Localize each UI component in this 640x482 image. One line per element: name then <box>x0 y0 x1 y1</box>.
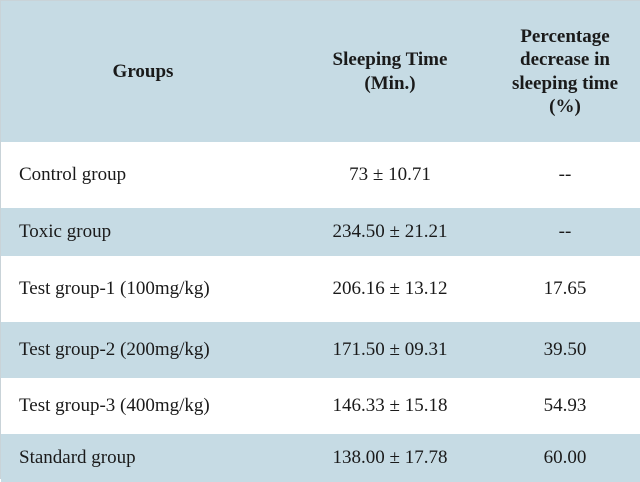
table-row: Control group 73 ± 10.71 -- <box>1 142 640 208</box>
header-percentage-line-4: (%) <box>549 95 581 117</box>
cell-percentage: -- <box>558 221 572 242</box>
header-percentage-line-2: decrease in <box>520 49 610 71</box>
cell-sleeping-time: 73 ± 10.71 <box>349 164 431 185</box>
cell-sleeping-time: 138.00 ± 17.78 <box>332 447 448 468</box>
cell-sleeping-time: 234.50 ± 21.21 <box>332 221 448 242</box>
cell-group: Test group-3 (400mg/kg) <box>19 395 210 416</box>
header-groups: Groups <box>1 1 291 142</box>
cell-group: Test group-2 (200mg/kg) <box>19 339 210 360</box>
header-sleeping-time: Sleeping Time (Min.) <box>291 1 489 142</box>
table-row: Standard group 138.00 ± 17.78 60.00 <box>1 434 640 482</box>
cell-percentage: 17.65 <box>543 278 587 299</box>
header-sleeping-time-line-1: Sleeping Time <box>332 49 448 71</box>
cell-percentage: -- <box>558 164 572 185</box>
cell-group: Standard group <box>19 447 136 468</box>
header-percentage-line-3: sleeping time <box>511 72 619 94</box>
cell-percentage: 60.00 <box>543 447 587 468</box>
header-groups-text: Groups <box>112 60 174 82</box>
table-body: Control group 73 ± 10.71 -- Toxic group … <box>1 142 640 482</box>
cell-group: Control group <box>19 164 127 185</box>
table-row: Toxic group 234.50 ± 21.21 -- <box>1 208 640 256</box>
table-header: Groups Sleeping Time (Min.) Percentage d… <box>1 1 640 142</box>
cell-percentage: 54.93 <box>543 395 587 416</box>
table-row: Test group-2 (200mg/kg) 171.50 ± 09.31 3… <box>1 322 640 378</box>
cell-sleeping-time: 146.33 ± 15.18 <box>332 395 448 416</box>
table-row: Test group-1 (100mg/kg) 206.16 ± 13.12 1… <box>1 256 640 322</box>
cell-group: Toxic group <box>19 221 112 242</box>
table-row: Test group-3 (400mg/kg) 146.33 ± 15.18 5… <box>1 378 640 434</box>
header-percentage-line-1: Percentage <box>520 26 610 48</box>
cell-sleeping-time: 171.50 ± 09.31 <box>332 339 448 360</box>
header-sleeping-time-line-2: (Min.) <box>364 72 416 94</box>
cell-sleeping-time: 206.16 ± 13.12 <box>332 278 448 299</box>
cell-percentage: 39.50 <box>543 339 587 360</box>
cell-group: Test group-1 (100mg/kg) <box>19 278 210 299</box>
header-percentage-decrease: Percentage decrease in sleeping time (%) <box>489 1 640 142</box>
header-row: Groups Sleeping Time (Min.) Percentage d… <box>1 1 640 142</box>
